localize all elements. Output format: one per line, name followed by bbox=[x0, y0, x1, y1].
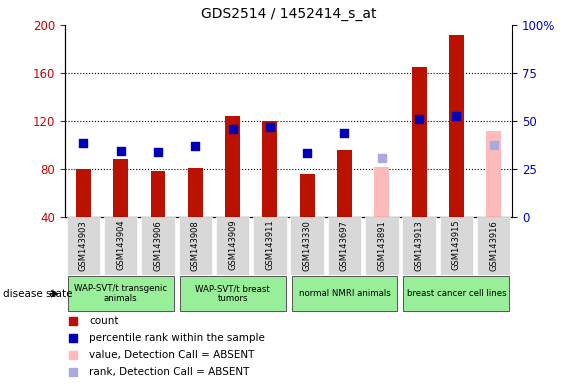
Title: GDS2514 / 1452414_s_at: GDS2514 / 1452414_s_at bbox=[201, 7, 376, 21]
Bar bbox=[253, 217, 287, 275]
Point bbox=[303, 150, 312, 156]
Bar bbox=[404, 276, 510, 311]
Bar bbox=[150, 171, 166, 217]
Text: GSM143697: GSM143697 bbox=[340, 220, 349, 271]
Point bbox=[452, 113, 461, 119]
Bar bbox=[449, 35, 464, 217]
Bar bbox=[328, 217, 361, 275]
Bar bbox=[291, 217, 324, 275]
Bar bbox=[68, 276, 173, 311]
Text: disease state: disease state bbox=[3, 289, 72, 299]
Bar bbox=[225, 116, 240, 217]
Text: normal NMRI animals: normal NMRI animals bbox=[298, 289, 390, 298]
Bar bbox=[374, 167, 389, 217]
Bar bbox=[337, 150, 352, 217]
Bar bbox=[180, 276, 285, 311]
Point bbox=[228, 126, 237, 132]
Text: percentile rank within the sample: percentile rank within the sample bbox=[90, 333, 265, 343]
Text: rank, Detection Call = ABSENT: rank, Detection Call = ABSENT bbox=[90, 367, 250, 377]
Point bbox=[79, 139, 88, 146]
Bar bbox=[440, 217, 473, 275]
Text: count: count bbox=[90, 316, 119, 326]
Text: GSM143904: GSM143904 bbox=[116, 220, 125, 270]
Bar bbox=[292, 276, 397, 311]
Point bbox=[154, 149, 163, 155]
Bar bbox=[178, 217, 212, 275]
Bar bbox=[403, 217, 436, 275]
Point bbox=[68, 352, 77, 358]
Text: WAP-SVT/t transgenic
animals: WAP-SVT/t transgenic animals bbox=[74, 284, 167, 303]
Text: GSM143908: GSM143908 bbox=[191, 220, 200, 271]
Point bbox=[340, 130, 349, 136]
Point bbox=[489, 142, 498, 148]
Point bbox=[377, 155, 386, 161]
Bar bbox=[141, 217, 175, 275]
Text: GSM143913: GSM143913 bbox=[414, 220, 423, 271]
Point bbox=[191, 143, 200, 149]
Point bbox=[265, 124, 274, 130]
Bar bbox=[486, 131, 501, 217]
Text: GSM143906: GSM143906 bbox=[154, 220, 163, 271]
Text: GSM143911: GSM143911 bbox=[265, 220, 274, 270]
Text: GSM143909: GSM143909 bbox=[228, 220, 237, 270]
Point bbox=[68, 369, 77, 375]
Text: GSM143915: GSM143915 bbox=[452, 220, 461, 270]
Text: GSM143916: GSM143916 bbox=[489, 220, 498, 271]
Text: WAP-SVT/t breast
tumors: WAP-SVT/t breast tumors bbox=[195, 284, 270, 303]
Point bbox=[68, 318, 77, 324]
Bar bbox=[477, 217, 511, 275]
Text: GSM143330: GSM143330 bbox=[303, 220, 312, 271]
Bar bbox=[365, 217, 399, 275]
Text: GSM143903: GSM143903 bbox=[79, 220, 88, 271]
Bar bbox=[66, 217, 100, 275]
Bar bbox=[76, 169, 91, 217]
Point bbox=[116, 148, 125, 154]
Point bbox=[68, 335, 77, 341]
Point bbox=[414, 116, 423, 122]
Bar bbox=[412, 67, 427, 217]
Bar bbox=[113, 159, 128, 217]
Bar bbox=[216, 217, 249, 275]
Bar bbox=[188, 168, 203, 217]
Bar bbox=[104, 217, 137, 275]
Bar bbox=[300, 174, 315, 217]
Text: value, Detection Call = ABSENT: value, Detection Call = ABSENT bbox=[90, 350, 254, 360]
Bar bbox=[262, 121, 278, 217]
Text: breast cancer cell lines: breast cancer cell lines bbox=[406, 289, 506, 298]
Text: GSM143891: GSM143891 bbox=[377, 220, 386, 271]
